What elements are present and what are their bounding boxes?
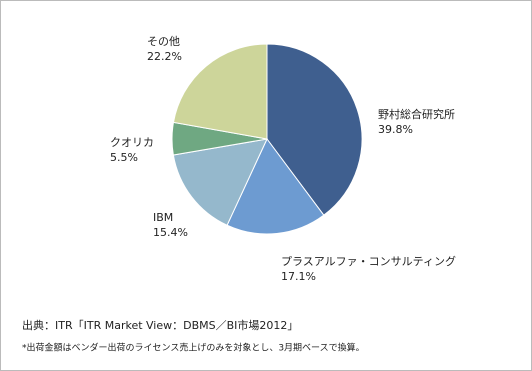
slice-label: クオリカ bbox=[110, 136, 154, 149]
slice-label: その他 bbox=[147, 35, 180, 48]
pie-slice bbox=[266, 43, 363, 216]
source: 出典：ITR「ITR Market View：DBMS／BI市場2012」 bbox=[22, 318, 298, 332]
pie-slice bbox=[226, 138, 325, 235]
value-label: 22.2% bbox=[147, 50, 182, 63]
slice-label: 野村総合研究所 bbox=[378, 107, 455, 121]
value-label: 17.1% bbox=[281, 270, 316, 283]
value-label: 5.5% bbox=[110, 151, 138, 164]
slice-label: IBM bbox=[153, 211, 173, 224]
pie-slice bbox=[172, 138, 268, 226]
slice-label: プラスアルファ・コンサルティング bbox=[281, 254, 456, 268]
note: *出荷金額はベンダー出荷のライセンス売上げのみを対象とし、3月期ベースで換算。 bbox=[22, 342, 365, 354]
pie-slice bbox=[172, 43, 268, 140]
value-label: 39.8% bbox=[378, 123, 413, 136]
value-label: 15.4% bbox=[153, 226, 188, 239]
